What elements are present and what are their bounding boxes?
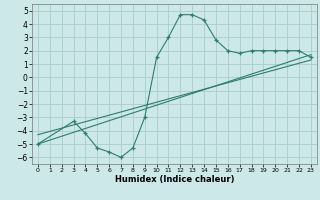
X-axis label: Humidex (Indice chaleur): Humidex (Indice chaleur) [115, 175, 234, 184]
